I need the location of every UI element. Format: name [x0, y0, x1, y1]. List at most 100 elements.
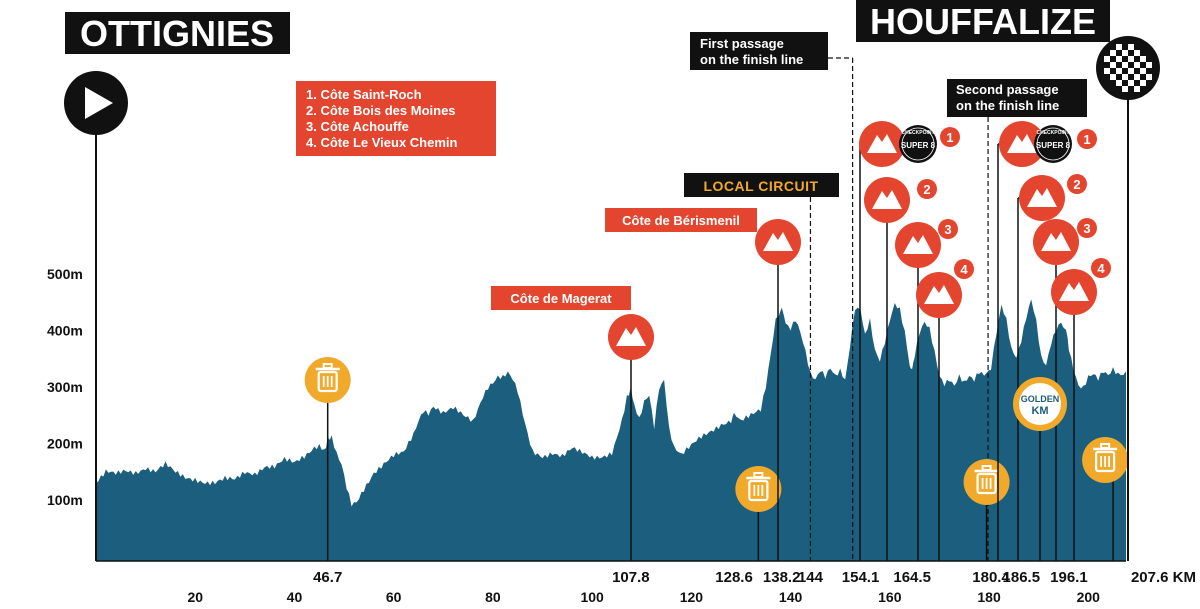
finish-city-badge: HOUFFALIZE: [856, 0, 1110, 42]
first-passage-box: [690, 32, 828, 70]
climb-list-background: [296, 81, 496, 156]
climb-marker: 1: [859, 121, 960, 167]
axis-layer: 100m 200m 300m 400m 500m 20 40 60 80 100 120 140 160…: [47, 266, 1196, 605]
checker-square: [1116, 68, 1122, 74]
climb-number-badge: [1077, 218, 1097, 238]
finish-city-box: [856, 0, 1110, 42]
checker-square: [1128, 80, 1134, 86]
checker-square: [1128, 44, 1134, 50]
climb-marker: 4: [1051, 258, 1111, 315]
climb-number: 2: [1073, 177, 1080, 192]
bin-handle: [753, 472, 764, 478]
distance-end-label: 207.6 KM: [1131, 569, 1196, 586]
mountain-icon: [867, 134, 897, 153]
golden-km-line-1: GOLDEN: [1021, 394, 1060, 404]
distance-marker-label: 186.5: [1003, 569, 1041, 586]
mountain-icon: [1007, 134, 1037, 153]
berismenil-label-text: Côte de Bérismenil: [622, 213, 740, 228]
berismenil-label-box: [605, 208, 757, 232]
start-city-box: [65, 12, 290, 54]
bin-handle: [322, 363, 333, 369]
checker-square: [1134, 86, 1140, 92]
checkpoint-mid-text: SUPER 8: [1036, 141, 1071, 150]
distance-marker-label: 107.8: [612, 569, 650, 586]
mountain-icon: [903, 235, 933, 254]
x-tick-label: 200: [1077, 589, 1101, 605]
distance-marker-label: 46.7: [313, 569, 342, 586]
climb-number-badge: [1067, 174, 1087, 194]
climb-marker: 4: [916, 259, 974, 318]
climb-marker: [608, 314, 654, 360]
checkpoint-badge-lap-1: CHECKPOINT SUPER 8: [899, 125, 937, 163]
climb-number: 4: [1097, 261, 1105, 276]
checker-pattern: [1104, 44, 1152, 92]
y-tick-label: 200m: [47, 436, 83, 452]
second-passage-note: Second passage on the finish line: [947, 79, 1087, 117]
distance-marker-label: 128.6: [715, 569, 753, 586]
mountain-icon: [763, 232, 793, 251]
profile-layer: [96, 299, 1126, 562]
checker-square: [1128, 68, 1134, 74]
distance-marker-label: 138.2: [763, 569, 801, 586]
feed-zone-icon: [304, 357, 351, 403]
climb-list-item-4: 4. Côte Le Vieux Chemin: [306, 135, 458, 150]
first-passage-note: First passage on the finish line: [690, 32, 828, 70]
mountain-icon: [924, 285, 954, 304]
climb-number: 3: [944, 222, 951, 237]
climb-number-badge: [940, 127, 960, 147]
start-city-badge: OTTIGNIES: [65, 12, 290, 54]
second-passage-line-1: Second passage: [956, 82, 1059, 97]
checker-square: [1110, 62, 1116, 68]
checker-square: [1122, 50, 1128, 56]
magerat-label-text: Côte de Magerat: [510, 291, 612, 306]
checker-square: [1116, 44, 1122, 50]
checker-square: [1146, 62, 1152, 68]
climb-number: 3: [1083, 221, 1090, 236]
checker-square: [1128, 56, 1134, 62]
magerat-label-box: [491, 286, 631, 310]
feed-zone-icon: [735, 466, 782, 512]
checkpoint-badge-lap-2: CHECKPOINT SUPER 8: [1034, 125, 1072, 163]
climb-list-box: 1. Côte Saint-Roch 2. Côte Bois des Moin…: [296, 81, 496, 156]
x-tick-label: 160: [878, 589, 902, 605]
y-tick-label: 500m: [47, 266, 83, 282]
x-tick-label: 80: [485, 589, 501, 605]
magerat-label: Côte de Magerat: [491, 286, 631, 310]
checkpoint-top-text: CHECKPOINT: [901, 130, 934, 136]
bin-body: [748, 479, 769, 502]
mountain-icon: [1041, 232, 1071, 251]
climb-marker: [755, 219, 801, 265]
climb-marker: 1: [999, 121, 1097, 167]
checker-square: [1134, 74, 1140, 80]
feed-zone-icon: [1082, 437, 1129, 483]
distance-marker-label: 196.1: [1050, 569, 1088, 586]
second-passage-line-2: on the finish line: [956, 98, 1059, 113]
checker-square: [1104, 68, 1110, 74]
x-tick-label: 40: [287, 589, 303, 605]
distance-marker-label: 164.5: [893, 569, 931, 586]
checker-square: [1110, 50, 1116, 56]
climb-number: 1: [946, 130, 953, 145]
bin-body: [976, 472, 997, 495]
golden-km-badge: GOLDEN KM: [1013, 377, 1067, 431]
checker-square: [1146, 74, 1152, 80]
x-tick-label: 140: [779, 589, 803, 605]
start-city-name: OTTIGNIES: [80, 13, 274, 54]
bin-body: [317, 370, 338, 393]
checker-square: [1140, 80, 1146, 86]
second-passage-box: [947, 79, 1087, 117]
finish-city-name: HOUFFALIZE: [870, 1, 1096, 42]
distance-marker-label: 154.1: [842, 569, 880, 586]
checker-square: [1116, 56, 1122, 62]
x-tick-label: 100: [580, 589, 604, 605]
x-tick-label: 20: [187, 589, 203, 605]
local-circuit-label: LOCAL CIRCUIT: [703, 178, 818, 194]
checker-square: [1122, 62, 1128, 68]
climb-list-item-1: 1. Côte Saint-Roch: [306, 87, 422, 102]
bin-handle: [1100, 443, 1111, 449]
y-tick-label: 300m: [47, 379, 83, 395]
y-tick-label: 100m: [47, 492, 83, 508]
climb-list-item-2: 2. Côte Bois des Moines: [306, 103, 456, 118]
feed-zone-icon: [963, 459, 1010, 505]
elevation-profile-area: [96, 299, 1126, 561]
